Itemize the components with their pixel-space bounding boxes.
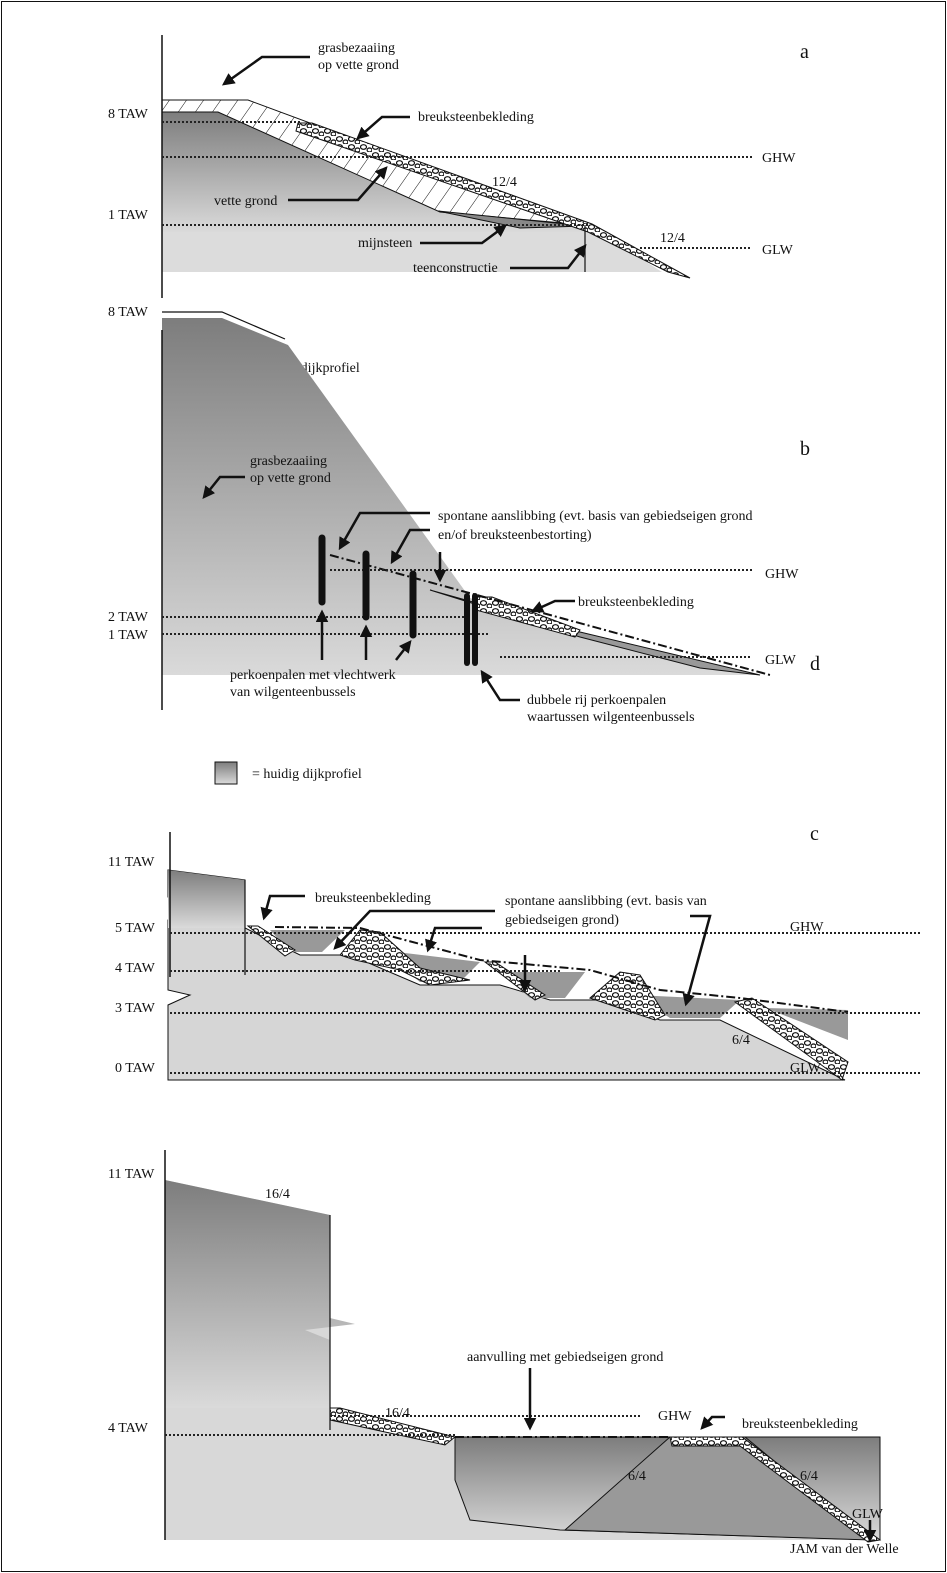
arrow [221,55,310,86]
dike-profile [162,112,600,232]
panel-label: d [810,653,820,675]
level-label: GLW [762,243,794,258]
arrow [288,166,388,202]
level-label: 8 TAW [108,107,149,122]
legend-text: = huidig dijkprofiel [252,767,362,782]
legend-swatch [214,761,238,785]
annotation: spontane aanslibbing (evt. basis van geb… [438,509,753,543]
arrow [420,224,508,245]
level-label: 1 TAW [108,628,149,643]
arrow [338,511,430,551]
level-label: 11 TAW [108,1167,155,1182]
annotation-line: spontane aanslibbing (evt. basis van [505,894,707,909]
annotation: breuksteenbekleding [742,1417,858,1432]
slope-label: 6/4 [628,1469,646,1484]
ground [167,869,846,1081]
level-label: GLW [852,1507,884,1522]
level-label: GHW [762,151,796,166]
annotation: aanvulling met gebiedseigen grond [467,1350,663,1365]
arrow [682,914,712,1007]
panel-a: a 8 TAW 1 TAW GHW GLW grasbezaaiing op ve… [108,35,809,379]
level-label: 0 TAW [115,1061,156,1076]
annotation: teenconstructie [413,261,498,276]
annotation: breuksteenbekleding [418,110,534,125]
annotation: breuksteenbekleding [578,595,694,610]
slope-label: 12/4 [660,231,685,246]
arrow [480,669,520,702]
silt-layer [500,972,585,998]
arrow [202,475,245,499]
level-label: 4 TAW [108,1421,149,1436]
arrow [356,115,410,140]
level-label: GHW [765,567,799,582]
stakes [318,534,478,666]
annotation: grasbezaaiing op vette grond [318,41,399,73]
annotation: spontane aanslibbing (evt. basis van gebi… [505,894,707,928]
panel-d: d 11 TAW 4 TAW GHW GLW 16/4 16/4 aanvull… [108,653,899,1557]
annotation: breuksteenbekleding [315,891,431,906]
level-label: GLW [765,653,797,668]
silt-line [329,554,771,676]
level-label: 4 TAW [115,961,156,976]
annotation-line: en/of breuksteenbestorting) [438,528,592,543]
dike-block [165,1180,355,1408]
annotation-line: grasbezaaiing [318,41,395,56]
slope-label: 16/4 [385,1406,410,1421]
arrow [510,244,587,270]
silt-layer [765,1008,848,1040]
level-label: 3 TAW [115,1001,156,1016]
rock-revetment [295,122,691,279]
panel-label: c [810,823,819,845]
arrow [700,1415,725,1430]
level-label: 1 TAW [108,208,149,223]
annotation-line: op vette grond [250,471,331,486]
annotation-line: van wilgenteenbussels [230,685,356,700]
dike-block [168,870,245,928]
arrow [425,926,482,953]
annotation: vette grond [214,194,277,209]
ground [165,1180,880,1540]
annotation-line: grasbezaaiing [250,454,327,469]
arrow [333,909,495,950]
panel-c: c 11 TAW 5 TAW 4 TAW 3 TAW 0 TAW GHW GLW… [108,823,920,1081]
level-label: 8 TAW [108,305,149,320]
slope-label: 16/4 [265,1187,290,1202]
annotation-line: dubbele rij perkoenpalen [527,693,666,708]
annotation-line: waartussen wilgenteenbussels [527,710,695,725]
annotation-line: perkoenpalen met vlechtwerk [230,668,396,683]
silt-line [274,926,849,1013]
annotation: dubbele rij perkoenpalen waartussen wilge… [527,693,695,725]
level-label: GLW [790,1061,822,1076]
dike-profile [162,318,760,675]
arrow [390,528,430,565]
annotation: mijnsteen [358,236,412,251]
slope-label: 12/4 [492,175,517,190]
slope-label: 6/4 [800,1469,818,1484]
level-label: 2 TAW [108,610,149,625]
level-label: GHW [658,1409,692,1424]
mine-stone [437,210,586,229]
annotation: perkoenpalen met vlechtwerk van wilgentee… [230,668,396,700]
annotation: grasbezaaiing op vette grond [250,454,331,486]
level-label: 5 TAW [115,921,156,936]
panel-label: a [800,41,809,63]
arrow [530,599,575,613]
annotation-line: gebiedseigen grond) [505,913,619,928]
annotation-line: op vette grond [318,58,399,73]
level-label: GHW [790,920,824,935]
arrow [260,894,305,921]
dike-core [563,1436,872,1541]
panel-label: b [800,438,810,460]
credit: JAM van der Welle [790,1542,899,1557]
slope-label: 6/4 [732,1033,750,1048]
annotation-line: spontane aanslibbing (evt. basis van geb… [438,509,753,524]
panel-b: b 8 TAW 2 TAW 1 TAW GHW GLW grasbezaaiin… [108,305,810,785]
arrow [395,640,412,661]
ground [162,232,662,272]
grass-layer [162,311,286,340]
level-label: 11 TAW [108,855,155,870]
